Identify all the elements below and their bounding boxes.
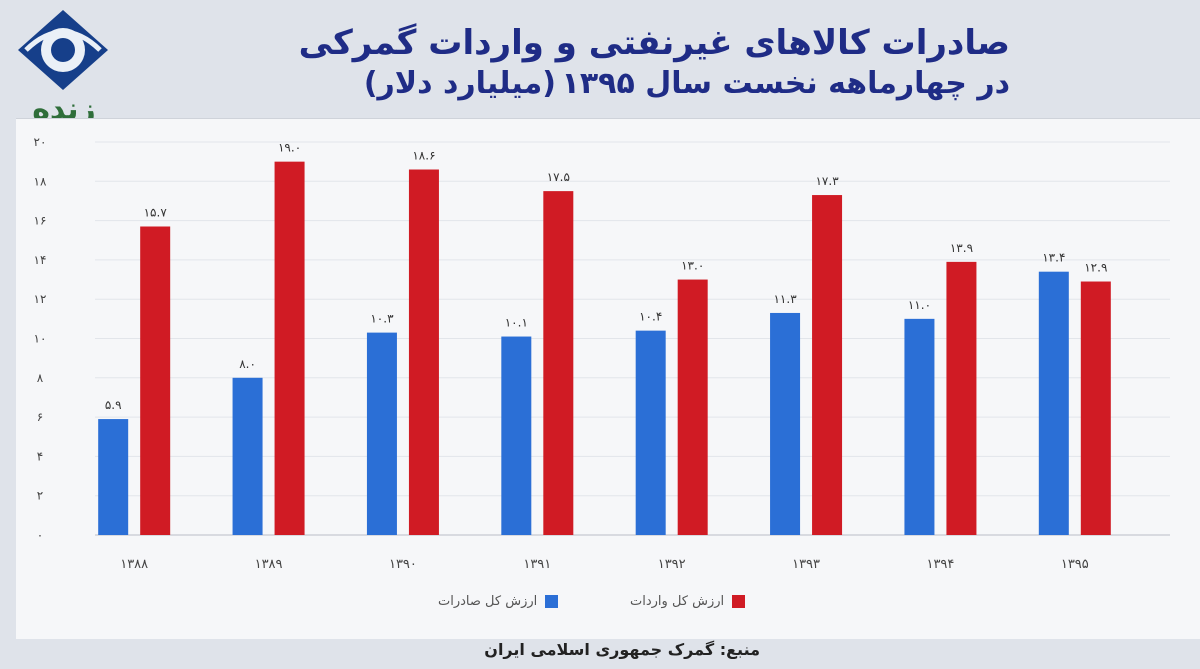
logo-arc-shape (24, 29, 102, 52)
data-label: ۱۵.۷ (144, 205, 168, 219)
channel-logo-mark (18, 10, 108, 90)
x-tick-label: ۱۳۹۳ (792, 557, 820, 572)
data-label: ۱۰.۱ (505, 316, 528, 330)
y-tick-label: ۶ (37, 410, 43, 424)
data-label: ۱۳.۹ (950, 241, 973, 255)
legend-label-imports: ارزش کل واردات (630, 594, 725, 609)
data-label: ۱۱.۰ (908, 298, 931, 312)
bar-exports (770, 312, 801, 535)
chart-panel (16, 118, 1200, 639)
y-tick-label: ۸ (37, 371, 44, 385)
x-tick-label: ۱۳۸۹ (255, 557, 283, 572)
data-label: ۱۷.۳ (815, 174, 839, 188)
bar-exports (366, 332, 397, 535)
bar-exports (1038, 271, 1069, 535)
bar-imports (812, 195, 843, 535)
x-tick-label: ۱۳۹۱ (523, 557, 551, 572)
chart-title-line2: در چهارماهه نخست سال ۱۳۹۵ (561, 65, 1010, 101)
data-label: ۱۹.۰ (278, 141, 301, 155)
bar-imports (543, 191, 574, 535)
chart-title-unit: (میلیارد دلار) (363, 65, 556, 101)
x-tick-label: ۱۳۹۰ (389, 557, 417, 572)
bar-imports (274, 161, 305, 535)
x-tick-label: ۱۳۸۸ (120, 557, 148, 572)
legend-item-imports: ارزش کل واردات (630, 594, 746, 609)
channel-logo (8, 4, 118, 134)
y-tick-label: ۴ (37, 449, 43, 463)
x-tick-label: ۱۳۹۴ (926, 557, 954, 572)
data-label: ۱۱.۳ (773, 292, 797, 306)
data-label: ۱۰.۳ (370, 312, 394, 326)
bar-exports (98, 419, 129, 535)
source-note: منبع: گمرک جمهوری اسلامی ایران (484, 640, 760, 659)
bar-imports (408, 169, 439, 535)
chart-title: صادرات کالاهای غیرنفتی و واردات گمرکی در… (190, 22, 1010, 102)
y-tick-label: ۲۰ (34, 135, 47, 149)
bar-exports (904, 318, 935, 535)
y-tick-label: ۲ (37, 489, 43, 503)
data-label: ۱۰.۴ (639, 310, 662, 324)
bar-imports (1080, 281, 1111, 535)
y-tick-label: ۱۲ (34, 292, 47, 306)
logo-pupil-shape (51, 38, 75, 62)
bar-exports (232, 377, 263, 535)
legend-swatch-exports (545, 595, 559, 608)
data-label: ۱۳.۰ (681, 259, 704, 273)
bar-exports (501, 336, 532, 535)
data-label: ۵.۹ (105, 398, 122, 412)
data-label: ۸.۰ (239, 357, 256, 371)
data-label: ۱۳.۴ (1042, 251, 1065, 265)
y-tick-label: ۱۸ (34, 174, 47, 188)
bar-exports (635, 330, 666, 535)
data-label: ۱۷.۵ (547, 170, 570, 184)
y-tick-label: ۱۰ (34, 332, 47, 346)
bar-imports (946, 261, 977, 535)
legend-swatch-imports (732, 595, 746, 608)
bar-imports (140, 226, 171, 535)
legend-item-exports: ارزش کل صادرات (438, 594, 559, 609)
bar-imports (677, 279, 708, 535)
y-tick-label: ۱۶ (34, 214, 47, 228)
y-tick-label: ۰ (37, 528, 43, 542)
legend-label-exports: ارزش کل صادرات (438, 594, 538, 609)
chart-title-line1: صادرات کالاهای غیرنفتی و واردات گمرکی (298, 23, 1010, 63)
y-tick-label: ۱۴ (34, 253, 47, 267)
data-label: ۱۸.۶ (412, 149, 435, 163)
x-tick-label: ۱۳۹۲ (658, 557, 686, 572)
data-label: ۱۲.۹ (1084, 261, 1107, 275)
x-tick-label: ۱۳۹۵ (1061, 557, 1089, 572)
